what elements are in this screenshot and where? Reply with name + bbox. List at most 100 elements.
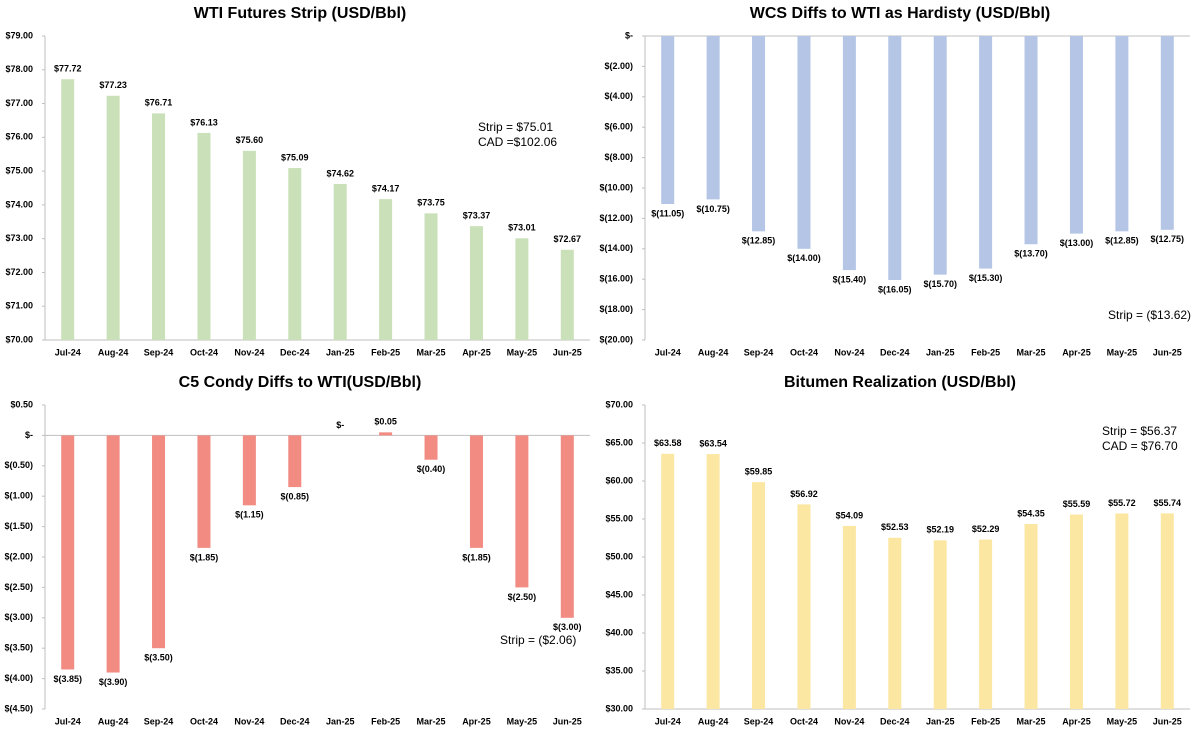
y-tick-label: $70.00 <box>605 399 633 409</box>
x-tick-label: Jun-25 <box>553 347 582 357</box>
value-label: $(0.85) <box>281 491 310 501</box>
value-label: $55.74 <box>1154 498 1182 508</box>
x-tick-label: Jul-24 <box>655 347 681 357</box>
y-tick-label: $70.00 <box>5 334 33 344</box>
value-label: $72.67 <box>554 234 582 244</box>
chart-title: WTI Futures Strip (USD/Bbl) <box>194 5 406 22</box>
value-label: $(16.05) <box>878 284 912 294</box>
y-tick-label: $(4.50) <box>4 703 33 713</box>
bar <box>288 168 302 340</box>
value-label: $77.72 <box>54 64 82 74</box>
bar <box>797 36 811 249</box>
x-tick-label: Mar-25 <box>1017 716 1046 726</box>
x-tick-label: Apr-25 <box>462 347 491 357</box>
bar <box>560 435 574 618</box>
x-tick-label: Jun-25 <box>1153 716 1182 726</box>
value-label: $(12.85) <box>1105 236 1139 246</box>
bar <box>61 435 75 670</box>
x-tick-label: Dec-24 <box>280 716 310 726</box>
x-tick-label: Oct-24 <box>190 347 218 357</box>
value-label: $74.17 <box>372 184 400 194</box>
value-label: $55.59 <box>1063 499 1091 509</box>
x-tick-label: May-25 <box>507 347 538 357</box>
bar <box>469 226 483 340</box>
bar <box>515 435 529 588</box>
x-tick-label: Mar-25 <box>417 347 446 357</box>
value-label: $(13.00) <box>1060 238 1094 248</box>
annotation: Strip = ($2.06) <box>500 633 576 647</box>
y-tick-label: $(16.00) <box>599 274 633 284</box>
bar <box>333 183 347 340</box>
y-tick-label: $65.00 <box>605 437 633 447</box>
bar <box>469 435 483 548</box>
bar <box>888 537 902 709</box>
value-label: $56.92 <box>790 489 818 499</box>
x-tick-label: Sep-24 <box>144 716 174 726</box>
y-tick-label: $30.00 <box>605 703 633 713</box>
x-tick-label: Feb-25 <box>971 716 1000 726</box>
y-tick-label: $78.00 <box>5 64 33 74</box>
bar <box>1069 36 1083 234</box>
y-tick-label: $(1.00) <box>4 491 33 501</box>
x-tick-label: Jan-25 <box>926 347 955 357</box>
bar <box>560 249 574 340</box>
value-label: $(10.75) <box>696 204 730 214</box>
y-tick-label: $60.00 <box>605 475 633 485</box>
y-tick-label: $(6.00) <box>604 122 633 132</box>
y-tick-label: $(2.50) <box>4 582 33 592</box>
x-tick-label: Jan-25 <box>326 347 355 357</box>
value-label: $(3.90) <box>99 677 128 687</box>
y-tick-label: $73.00 <box>5 233 33 243</box>
bar <box>424 435 438 460</box>
y-tick-label: $72.00 <box>5 267 33 277</box>
x-tick-label: Sep-24 <box>744 716 774 726</box>
value-label: $(3.50) <box>144 653 173 663</box>
y-tick-label: $55.00 <box>605 513 633 523</box>
value-label: $63.54 <box>699 438 727 448</box>
x-tick-label: Feb-25 <box>371 716 400 726</box>
value-label: $(1.15) <box>235 510 264 520</box>
x-tick-label: Jan-25 <box>326 716 355 726</box>
x-tick-label: Jun-25 <box>1153 347 1182 357</box>
bar <box>379 199 393 340</box>
y-tick-label: $(4.00) <box>4 673 33 683</box>
annotation: CAD = $76.70 <box>1102 439 1178 453</box>
y-tick-label: $0.50 <box>10 399 33 409</box>
y-tick-label: $(3.50) <box>4 643 33 653</box>
value-label: $52.53 <box>881 522 909 532</box>
x-tick-label: Apr-25 <box>1062 347 1091 357</box>
value-label: $75.60 <box>236 135 264 145</box>
bar <box>661 36 675 204</box>
value-label: $52.19 <box>926 525 954 535</box>
bar <box>1069 514 1083 709</box>
value-label: $(12.85) <box>742 236 776 246</box>
x-tick-label: Nov-24 <box>234 347 264 357</box>
y-tick-label: $77.00 <box>5 98 33 108</box>
value-label: $54.35 <box>1017 508 1045 518</box>
x-tick-label: Jul-24 <box>655 716 681 726</box>
bar <box>1115 513 1129 709</box>
value-label: $(15.40) <box>833 274 867 284</box>
y-tick-label: $(3.00) <box>4 612 33 622</box>
value-label: $55.72 <box>1108 498 1136 508</box>
x-tick-label: Oct-24 <box>790 716 818 726</box>
y-tick-label: $(18.00) <box>599 304 633 314</box>
y-tick-label: $(0.50) <box>4 460 33 470</box>
x-tick-label: Dec-24 <box>880 716 910 726</box>
value-label: $73.01 <box>508 223 536 233</box>
y-tick-label: $75.00 <box>5 165 33 175</box>
x-tick-label: Jun-25 <box>553 716 582 726</box>
bar <box>197 132 211 340</box>
value-label: $(3.85) <box>53 674 82 684</box>
value-label: $(0.40) <box>417 464 446 474</box>
bar <box>933 540 947 709</box>
x-tick-label: Feb-25 <box>371 347 400 357</box>
value-label: $(2.50) <box>508 592 537 602</box>
y-tick-label: $74.00 <box>5 199 33 209</box>
value-label: $0.05 <box>374 417 397 427</box>
value-label: $(11.05) <box>651 208 684 218</box>
chart-title: WCS Diffs to WTI as Hardisty (USD/Bbl) <box>750 5 1050 22</box>
y-tick-label: $79.00 <box>5 30 33 40</box>
bar <box>515 238 529 340</box>
x-tick-label: Mar-25 <box>1017 347 1046 357</box>
